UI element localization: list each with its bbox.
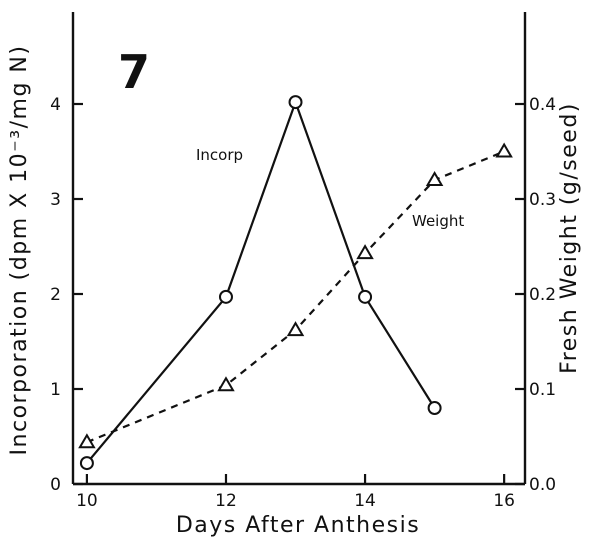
left-y-tick-label: 4 [50,95,61,115]
left-y-tick-label: 3 [50,190,61,210]
right-y-tick-label: 0.4 [529,95,556,115]
left-y-tick-label: 2 [50,285,61,305]
data-point-incorp [427,401,442,415]
data-point-incorp [358,289,373,304]
left-y-axis-title: Incorporation (dpm X 10⁻³/mg N) [7,45,32,456]
series-label-incorp: Incorp [196,146,243,164]
series-line-weight [86,150,505,444]
series-layer [78,95,513,471]
data-point-weight [78,433,96,449]
right-y-axis-title: Fresh Weight (g/seed) [557,102,582,374]
data-point-incorp [288,95,303,110]
right-y-tick-label: 0.2 [529,285,556,305]
data-point-weight [356,244,374,260]
series-label-weight: Weight [412,212,464,230]
data-point-weight [286,321,305,337]
plot-frame [71,12,527,486]
right-y-tick-label: 0.3 [529,190,556,210]
data-point-incorp [218,289,233,304]
data-point-weight [425,171,444,186]
panel-label: 7 [118,45,150,99]
x-tick-label: 12 [215,491,237,511]
data-point-weight [217,376,235,392]
data-point-incorp [79,456,94,471]
right-y-tick-label: 0.0 [529,475,556,495]
data-point-weight [495,142,513,158]
x-tick-label: 10 [76,491,98,511]
left-y-tick-label: 1 [50,380,61,400]
series-line-incorp [86,98,436,464]
left-y-tick-label: 0 [50,475,61,495]
x-tick-label: 14 [354,491,376,511]
x-tick-label: 16 [493,491,515,511]
right-y-tick-label: 0.1 [529,380,556,400]
x-axis-title: Days After Anthesis [176,513,420,538]
